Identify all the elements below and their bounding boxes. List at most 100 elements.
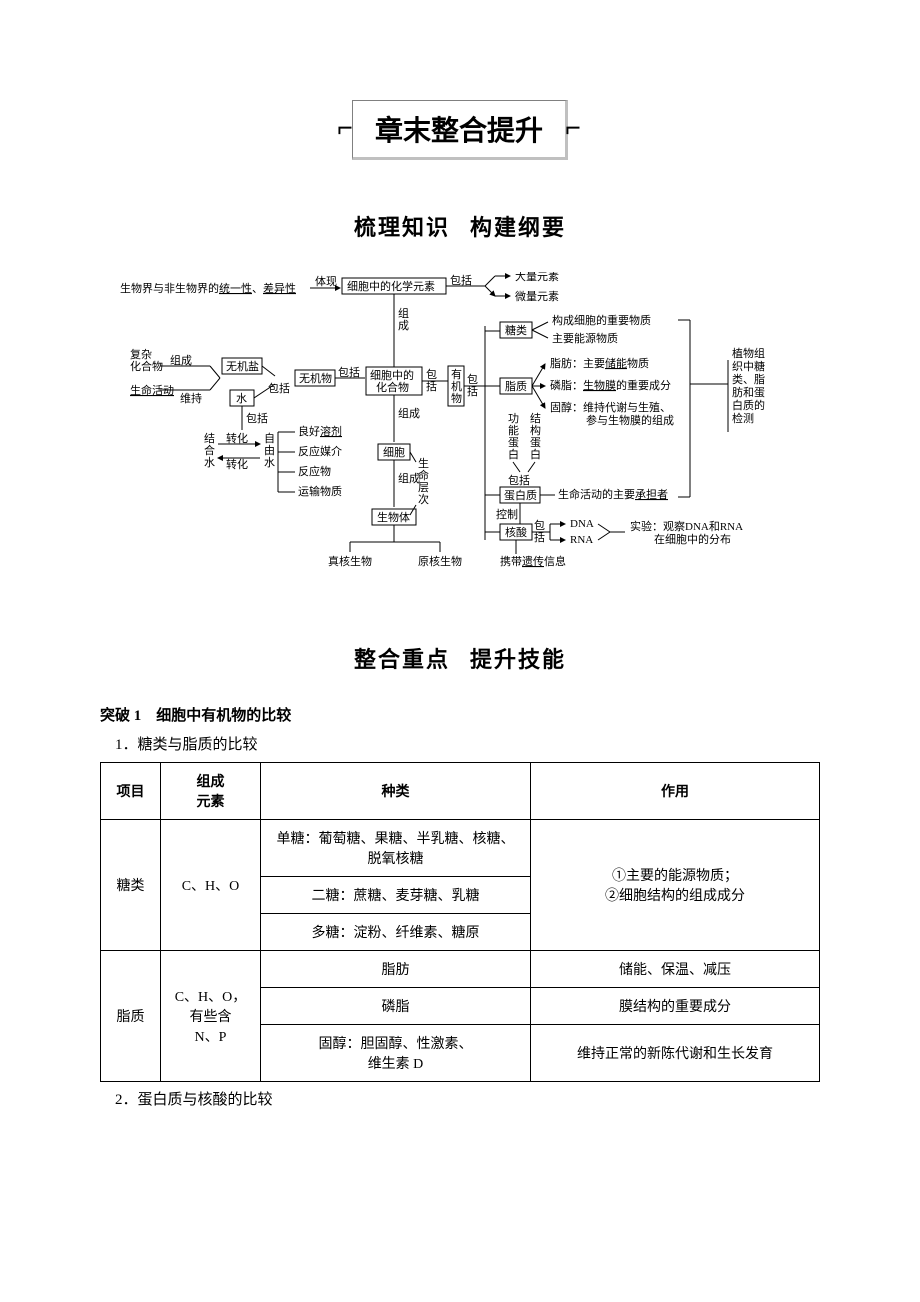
th-elem-text: 组成元素 <box>197 775 225 810</box>
d-shui4: 水 <box>264 456 275 469</box>
d-shengwuti: 生物体 <box>377 510 410 524</box>
cell-zhi-label: 脂质 <box>101 951 161 1082</box>
d-danbai: 蛋白质 <box>504 488 537 502</box>
cell-zhi-kind1: 脂肪 <box>261 951 531 988</box>
d-zhiqi: 脂质 <box>505 379 527 393</box>
d-kuo1: 括 <box>426 379 437 393</box>
cell-zhi-kind3: 固醇：胆固醇、性激素、维生素 D <box>261 1025 531 1082</box>
d-zw2: 织中糖 <box>732 359 765 373</box>
section-1b: 构建纲要 <box>470 215 566 240</box>
d-weichi: 维持 <box>180 391 202 405</box>
d-zu: 组 <box>398 306 409 320</box>
d-hesuan: 核酸 <box>505 525 527 539</box>
d-you: 由 <box>264 443 275 457</box>
d-jg4: 白 <box>530 447 541 461</box>
d-chem: 细胞中的化学元素 <box>347 279 435 293</box>
d-zhuan1: 转化 <box>226 431 248 445</box>
d-zhenhe: 真核生物 <box>328 554 372 568</box>
d-dna: DNA <box>570 518 594 530</box>
d-fuza2: 化合物 <box>130 359 163 373</box>
d-jg3: 蛋 <box>530 436 541 449</box>
cell-tang-role: ①主要的能源物质；②细胞结构的组成成分 <box>531 820 820 951</box>
d-shui: 水 <box>236 392 247 405</box>
th-role: 作用 <box>531 763 820 820</box>
table2-title: 2．蛋白质与核酸的比较 <box>100 1088 820 1109</box>
d-gn3: 蛋 <box>508 436 519 449</box>
d-xiedai: 携带遗传信息 <box>500 554 566 568</box>
table-row: 糖类 C、H、O 单糖：葡萄糖、果糖、半乳糖、核糖、脱氧核糖 ①主要的能源物质；… <box>101 820 820 877</box>
d-fanyingmei: 反应媒介 <box>298 444 342 458</box>
d-xibao: 细胞 <box>383 446 405 459</box>
d-jg1: 结 <box>530 412 541 425</box>
d-shiyan: 实验：观察DNA和RNA <box>630 519 743 533</box>
section-2a: 整合重点 <box>354 647 450 672</box>
bracket-left-icon: ⌐ <box>337 113 353 145</box>
page-title: ⌐ 章末整合提升 ⌐ <box>352 100 568 160</box>
cell-tang-label: 糖类 <box>101 820 161 951</box>
d-jie: 结 <box>204 432 215 445</box>
d-zw6: 检测 <box>732 411 754 425</box>
d-gn4: 白 <box>508 447 519 461</box>
d-yunshu: 运输物质 <box>298 484 342 498</box>
d-he: 合 <box>204 443 215 457</box>
th-item: 项目 <box>101 763 161 820</box>
d-jg2: 构 <box>530 423 541 437</box>
d-wujiwu: 无机物 <box>299 371 332 385</box>
d-m1: 命 <box>418 468 429 482</box>
d-zucheng3: 组成 <box>398 471 420 485</box>
d-linzhi: 磷脂：生物膜的重要成分 <box>550 378 671 392</box>
d-bao1: 包 <box>426 368 437 381</box>
d-guchun: 固醇：维持代谢与生殖、 <box>550 400 671 414</box>
d-baokuo4: 包括 <box>246 411 268 425</box>
cell-tang-elem: C、H、O <box>161 820 261 951</box>
d-s1: 生 <box>418 456 429 470</box>
d-cheng: 成 <box>398 319 409 332</box>
d-zhuan2: 转化 <box>226 457 248 471</box>
d-zucheng2: 组成 <box>398 406 420 420</box>
d-weiliang: 微量元素 <box>515 289 559 303</box>
breakthrough-heading: 突破 1 细胞中有机物的比较 <box>100 704 820 725</box>
table-row: 脂质 C、H、O，有些含N、P 脂肪 储能、保温、减压 <box>101 951 820 988</box>
d-bao3: 包 <box>534 519 545 532</box>
diagram-svg: text { font-family: SimSun, serif; font-… <box>100 272 820 602</box>
d-zw3: 类、脂 <box>732 372 765 386</box>
section-1-heading: 梳理知识构建纲要 <box>100 210 820 242</box>
d-baokuo1: 包括 <box>450 273 472 287</box>
d-baokuo5: 包括 <box>508 473 530 487</box>
d-c1: 层 <box>418 481 429 494</box>
cell-zhi-role2: 膜结构的重要成分 <box>531 988 820 1025</box>
table1-title: 1．糖类与脂质的比较 <box>100 733 820 754</box>
d-lianghao: 良好溶剂 <box>298 424 342 438</box>
d-zw1: 植物组 <box>732 346 765 360</box>
d-shiyan2: 在细胞中的分布 <box>654 532 731 546</box>
d-zi: 自 <box>264 432 275 445</box>
d-you3: 物 <box>451 391 462 405</box>
d-rna: RNA <box>570 534 593 546</box>
comparison-table-1: 项目 组成元素 种类 作用 糖类 C、H、O 单糖：葡萄糖、果糖、半乳糖、核糖、… <box>100 762 820 1082</box>
d-zucheng: 组成 <box>170 353 192 367</box>
page-title-container: ⌐ 章末整合提升 ⌐ <box>100 100 820 160</box>
d-kuo3: 括 <box>534 530 545 544</box>
d-gn2: 能 <box>508 423 519 437</box>
d-shui3: 水 <box>204 456 215 469</box>
d-fanyingwu: 反应物 <box>298 464 331 478</box>
d-baokuo3: 包括 <box>338 365 360 379</box>
th-kind: 种类 <box>261 763 531 820</box>
d-ci1: 次 <box>418 492 429 506</box>
d-yuanhe: 原核生物 <box>418 554 462 568</box>
cell-zhi-kind2: 磷脂 <box>261 988 531 1025</box>
d-huahe1: 细胞中的 <box>370 368 414 382</box>
bracket-right-icon: ⌐ <box>565 113 581 145</box>
d-tanglei: 糖类 <box>505 323 527 337</box>
d-gn1: 功 <box>508 412 519 425</box>
d-zw5: 白质的 <box>732 398 765 412</box>
d-you2: 机 <box>451 379 462 393</box>
d-you1: 有 <box>451 367 462 381</box>
d-kongzhi: 控制 <box>496 507 518 521</box>
d-bao2: 包 <box>467 373 478 386</box>
cell-tang-kind1: 单糖：葡萄糖、果糖、半乳糖、核糖、脱氧核糖 <box>261 820 531 877</box>
d-zhuyaonengyuan: 主要能源物质 <box>552 331 618 345</box>
table-header-row: 项目 组成元素 种类 作用 <box>101 763 820 820</box>
d-baokuo2: 包括 <box>268 381 290 395</box>
concept-diagram: text { font-family: SimSun, serif; font-… <box>100 272 820 602</box>
